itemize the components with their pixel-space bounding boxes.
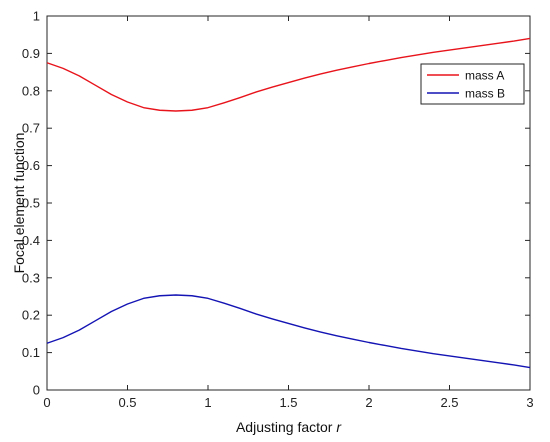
x-tick-label: 2 [365,395,372,410]
x-axis-label-text: Adjusting factor [236,419,336,435]
y-tick-label: 1 [33,9,40,24]
y-tick-label: 0.3 [22,270,40,285]
y-axis-label: Focal element function [11,133,27,274]
legend: mass A mass B [420,63,525,105]
x-tick-label: 3 [526,395,533,410]
y-tick-label: 0.6 [22,158,40,173]
y-tick-label: 0 [33,383,40,398]
y-tick-label: 0.8 [22,83,40,98]
x-axis-label: Adjusting factor r [236,419,342,435]
x-tick-label: 0 [43,395,50,410]
x-tick-label: 2.5 [440,395,458,410]
series-line-mass-a [46,37,531,112]
legend-label-mass-b: mass B [465,87,505,101]
series-line-mass-b [46,294,531,369]
x-tick-label: 0.5 [118,395,136,410]
y-tick-label: 0.5 [22,196,40,211]
series-layer [46,37,531,369]
legend-label-mass-a: mass A [465,69,504,83]
x-axis-label-variable: r [336,419,342,435]
legend-box [420,63,525,105]
y-tick-label: 0.1 [22,345,40,360]
x-tick-label: 1.5 [279,395,297,410]
y-tick-label: 0.2 [22,308,40,323]
x-tick-label: 1 [204,395,211,410]
y-tick-label: 0.9 [22,46,40,61]
axes-layer: 0 0.5 1 1.5 2 2.5 3 0 0.1 0.2 0.3 0.4 0.5 0.6 0.7 0.8 0.… [22,9,534,411]
y-tick-label: 0.7 [22,121,40,136]
y-tick-label: 0.4 [22,233,40,248]
